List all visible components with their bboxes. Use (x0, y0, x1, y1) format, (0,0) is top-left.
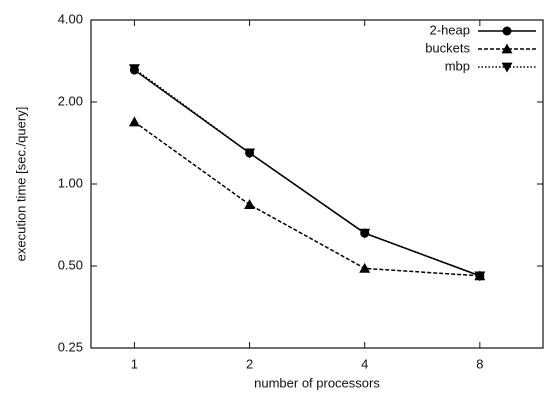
data-point (245, 148, 255, 158)
legend-label: 2-heap (430, 22, 470, 37)
legend-label: buckets (425, 40, 470, 55)
data-point (360, 228, 370, 238)
legend-marker (502, 26, 512, 36)
series-line (133, 69, 481, 277)
data-point (128, 116, 140, 127)
series-line (133, 68, 481, 277)
y-tick-label: 4.00 (58, 11, 83, 26)
y-axis-label: execution time [sec./query] (13, 107, 28, 262)
data-point (359, 262, 371, 273)
legend-marker (501, 62, 513, 73)
y-tick-label: 0.25 (58, 339, 83, 354)
x-tick-label: 4 (361, 356, 368, 371)
data-point (244, 199, 256, 210)
legend-label: mbp (445, 58, 470, 73)
y-tick-label: 2.00 (58, 93, 83, 108)
legend-marker (501, 43, 513, 54)
y-tick-label: 0.50 (58, 257, 83, 272)
series-line (133, 121, 480, 277)
y-tick-label: 1.00 (58, 175, 83, 190)
x-axis-label: number of processors (254, 375, 380, 390)
x-tick-label: 8 (476, 356, 483, 371)
data-point (475, 271, 485, 281)
plot-frame (90, 19, 544, 349)
x-tick-label: 2 (246, 356, 253, 371)
x-tick-label: 1 (131, 356, 138, 371)
data-point (129, 65, 139, 75)
